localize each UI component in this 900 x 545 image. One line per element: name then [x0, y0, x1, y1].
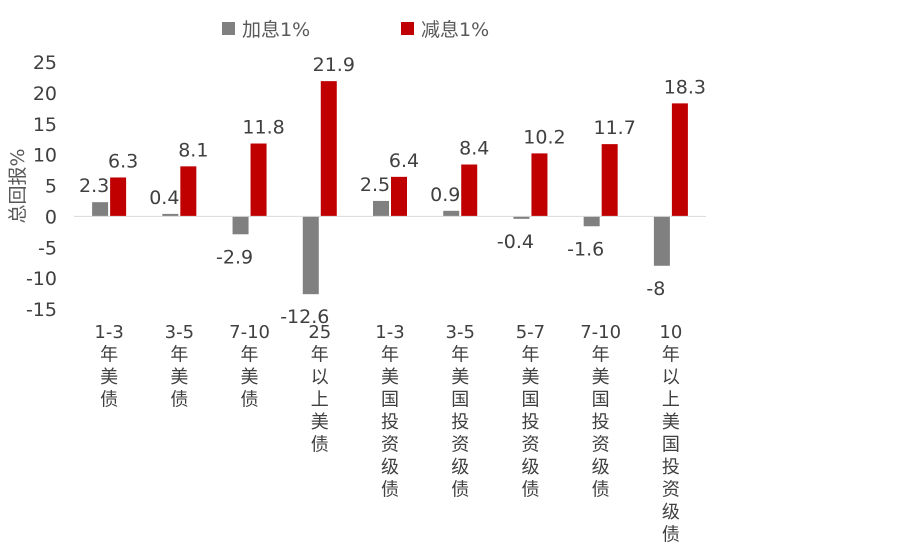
category-label: 7-10 年美国投资级债 — [580, 322, 621, 501]
bar-cut — [671, 103, 688, 217]
data-label-raise: 0.9 — [430, 184, 460, 206]
category-label: 1-3 年美债 — [94, 322, 123, 411]
data-label-cut: 6.4 — [389, 150, 419, 172]
bar-raise — [162, 213, 179, 217]
data-label-cut: 8.1 — [178, 139, 208, 161]
legend-swatch-raise — [222, 22, 235, 35]
data-label-raise: -8 — [646, 278, 665, 300]
data-label-raise: 2.3 — [79, 175, 109, 197]
data-label-cut: 11.7 — [594, 117, 636, 139]
data-label-raise: 0.4 — [149, 187, 179, 209]
bar-cut — [320, 81, 337, 217]
category-label: 1-3 年美国投资级债 — [375, 322, 404, 501]
bar-raise — [443, 210, 460, 217]
category-label: 25 年以上美债 — [308, 322, 331, 456]
category-label: 10 年以上美国投资级债 — [659, 322, 682, 545]
category-label: 7-10 年美债 — [229, 322, 270, 411]
data-label-raise: -0.4 — [497, 231, 534, 253]
y-tick-label: 5 — [45, 176, 57, 198]
legend: 加息1% 减息1% — [222, 19, 489, 41]
data-label-cut: 11.8 — [242, 117, 284, 139]
legend-swatch-cut — [401, 22, 414, 35]
bar-raise — [513, 216, 530, 219]
y-tick-label: 10 — [33, 145, 57, 167]
data-label-raise: 2.5 — [360, 174, 390, 196]
bar-cut — [531, 153, 548, 217]
bar-cut — [180, 166, 197, 217]
y-tick-label: 0 — [45, 206, 57, 228]
bar-cut — [601, 144, 618, 217]
legend-label-cut: 减息1% — [421, 19, 489, 41]
bar-cut — [250, 143, 267, 217]
bars — [92, 81, 688, 295]
bar-raise — [302, 216, 319, 295]
y-tick-label: -10 — [26, 268, 57, 290]
data-label-raise: -2.9 — [216, 246, 253, 268]
data-label-cut: 21.9 — [313, 54, 355, 76]
category-label: 3-5 年美国投资级债 — [446, 322, 475, 501]
bar-cut — [110, 177, 127, 217]
data-label-cut: 6.3 — [108, 150, 138, 172]
data-label-cut: 8.4 — [459, 138, 489, 160]
data-label-raise: -1.6 — [567, 238, 604, 260]
category-label: 3-5 年美债 — [165, 322, 194, 411]
data-label-cut: 10.2 — [523, 126, 565, 148]
bar-raise — [583, 216, 600, 227]
y-tick-label: 20 — [33, 83, 57, 105]
y-tick-label: -5 — [38, 237, 57, 259]
data-labels: 2.3 6.3 0.4 8.1 -2.9 11.8 -12.6 21.9 2.56.4 0.9 8.… — [79, 54, 706, 328]
y-axis-title: 总回报% — [7, 148, 29, 223]
data-label-cut: 18.3 — [664, 76, 706, 98]
data-label-raise: -12.6 — [280, 306, 329, 328]
bar-raise — [92, 202, 109, 217]
category-label: 5-7 年美国投资级债 — [516, 322, 545, 501]
bar-cut — [391, 176, 407, 217]
y-axis-ticks: 25 20 15 10 5 0 -5 -10 -15 — [26, 52, 57, 321]
category-labels: 1-3 年美债 3-5 年美债 7-10 年美债 25 年以上美债 1-3 年美国投资级债 3-5 年… — [94, 322, 682, 545]
bar-raise — [232, 216, 249, 235]
y-tick-label: 15 — [33, 114, 57, 136]
y-tick-label: 25 — [33, 52, 57, 74]
legend-label-raise: 加息1% — [242, 19, 310, 41]
bar-raise — [653, 216, 670, 266]
bar-cut — [461, 164, 478, 217]
bar-raise — [373, 200, 389, 217]
y-tick-label: -15 — [26, 299, 57, 321]
